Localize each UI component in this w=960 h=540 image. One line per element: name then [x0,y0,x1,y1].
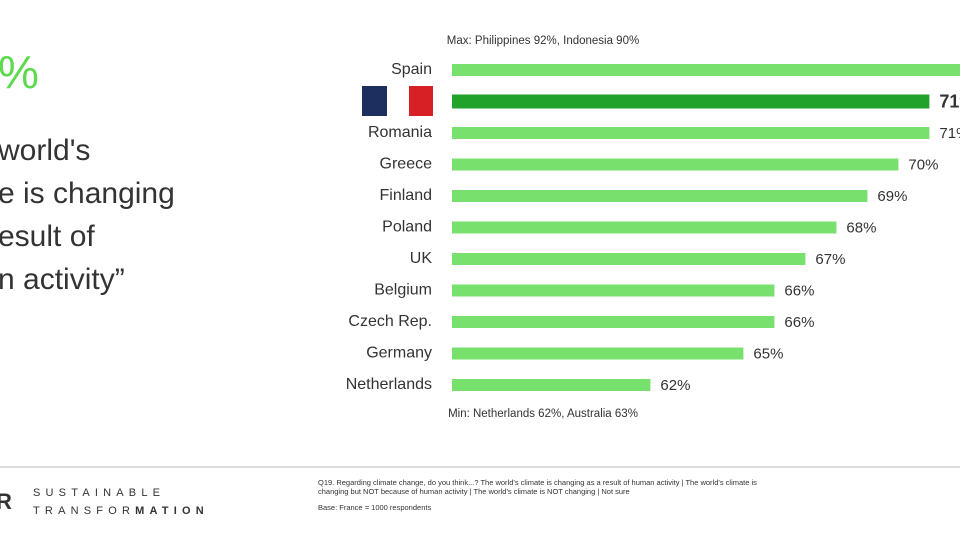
bar [452,127,930,139]
bar [452,316,775,328]
flag-red [409,86,433,116]
bar [452,158,899,171]
brand-line: SUSTAINABLE [33,487,165,499]
value-label: 62% [660,377,690,394]
quote-line: n activity” [0,263,125,296]
category-label: Greece [380,156,433,173]
footnote: changing but NOT because of human activi… [318,487,630,496]
headline: % [0,46,39,98]
annotation: Min: Netherlands 62%, Australia 63% [448,408,638,420]
quote-line: world's [0,134,90,167]
brand-letter: R [0,489,12,514]
quote-line: esult of [0,220,95,253]
brand-light: TRANSFOR [33,505,135,517]
bar [452,284,775,297]
value-label: 69% [877,188,907,205]
category-label: UK [410,250,433,267]
bar [452,94,930,109]
bar [452,347,744,360]
bar [452,379,651,391]
annotation: Max: Philippines 92%, Indonesia 90% [447,35,639,47]
brand-bold: MATION [135,505,209,517]
bar [452,253,806,265]
value-label: 70% [908,156,938,173]
brand-line: TRANSFORMATION [33,505,209,517]
value-label: 65% [753,345,783,362]
category-label: Czech Rep. [348,313,432,330]
value-label: 71% [939,125,960,142]
bar [452,190,868,202]
category-label: Germany [366,345,432,362]
category-label: Romania [368,124,432,141]
bar [452,221,837,234]
quote-line: e is changing [0,177,175,210]
category-label: Spain [391,61,432,78]
category-label: Poland [382,219,432,236]
category-label: Belgium [374,282,432,299]
category-label: Finland [380,187,432,204]
value-label: 66% [784,282,814,299]
footnote: Base: France = 1000 respondents [318,503,431,512]
category-label: Netherlands [346,376,432,393]
footnote: Q19. Regarding climate change, do you th… [318,478,757,487]
value-label: 68% [846,219,876,236]
bar [452,64,960,76]
flag-blue [362,86,387,116]
value-label: 71% [939,91,960,111]
value-label: 67% [815,251,845,268]
value-label: 66% [784,314,814,331]
